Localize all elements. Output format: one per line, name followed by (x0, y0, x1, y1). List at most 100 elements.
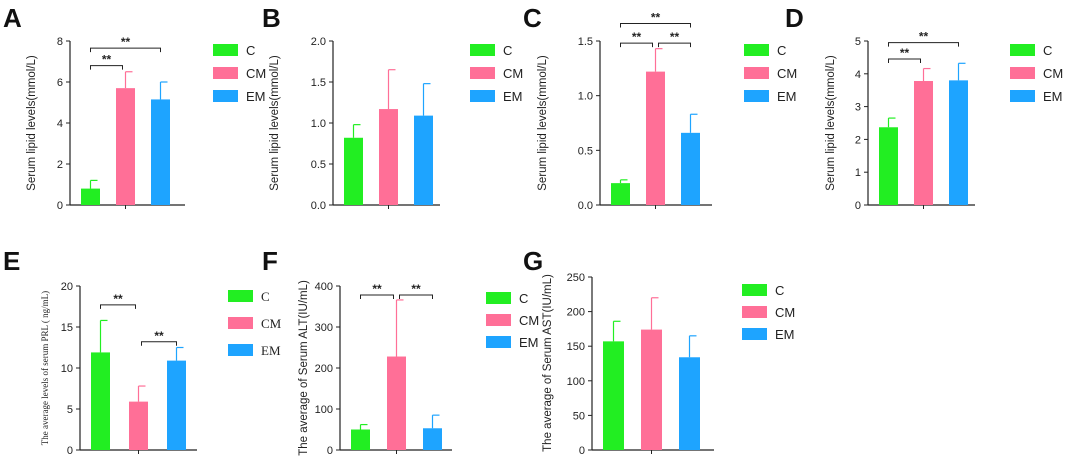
bar-cm (116, 88, 135, 205)
chart-f: F 0 100 200 300 400 The average of Serum ALT(I… (262, 246, 539, 457)
bar-cm (387, 356, 406, 450)
significance-label: ** (632, 30, 642, 44)
y-tick-label: 1.0 (578, 91, 593, 103)
y-tick-label: 300 (315, 322, 333, 334)
legend-label-cm: CM (775, 305, 795, 320)
significance-bracket (620, 23, 691, 28)
chart-b: B 0.0 0.5 1.0 1.5 2.0 Serum lipid levels(mmol/… (262, 3, 523, 212)
legend-swatch-c (486, 292, 511, 304)
y-tick-label: 15 (61, 322, 73, 334)
significance-label: ** (154, 329, 164, 343)
y-tick-label: 0 (57, 200, 63, 212)
bar-em (949, 80, 968, 205)
y-tick-label: 5 (67, 404, 73, 416)
legend-label-em: EM (246, 89, 266, 104)
significance-bracket (888, 58, 921, 64)
legend-swatch-c (213, 44, 238, 56)
legend-label-c: C (519, 291, 528, 306)
legend-swatch-cm (744, 67, 769, 79)
panel-letter-f: F (262, 246, 278, 276)
y-tick-label: 250 (567, 272, 585, 284)
legend-label-c: C (775, 283, 784, 298)
legend-swatch-cm (742, 306, 767, 318)
legend-label-c: C (246, 43, 255, 58)
y-tick-label: 20 (61, 281, 73, 293)
y-tick-label: 2 (855, 134, 861, 146)
significance-label: ** (121, 35, 131, 49)
legend-label-cm: CM (777, 66, 797, 81)
y-tick-label: 0.0 (578, 200, 593, 212)
y-axis-label: Serum lipid levels(mmol/L) (269, 55, 281, 191)
significance-label: ** (900, 46, 910, 60)
legend-label-cm: CM (261, 316, 282, 331)
legend-label-em: EM (261, 343, 281, 358)
significance-label: ** (113, 292, 123, 306)
legend-swatch-cm (213, 67, 238, 79)
bar-cm (914, 81, 933, 205)
y-axis-label: Serum lipid levels(mmol/L) (825, 55, 837, 191)
significance-label: ** (919, 30, 929, 44)
bar-c (611, 183, 630, 205)
bar-c (879, 127, 898, 205)
bar-cm (129, 401, 148, 450)
legend-swatch-cm (1010, 67, 1035, 79)
y-tick-label: 100 (315, 404, 333, 416)
bar-c (351, 429, 370, 450)
y-axis-label: The average of Serum AST(IU/mL) (542, 274, 554, 452)
legend-label-em: EM (519, 335, 539, 350)
legend-swatch-em (744, 90, 769, 102)
y-tick-label: 1 (855, 167, 861, 179)
legend-swatch-em (1010, 90, 1035, 102)
legend-label-cm: CM (519, 313, 539, 328)
legend-swatch-em (213, 90, 238, 102)
legend-label-cm: CM (246, 66, 266, 81)
legend-label-em: EM (777, 89, 797, 104)
panel-letter-a: A (3, 3, 22, 33)
panel-letter-d: D (785, 3, 804, 33)
legend-swatch-c (470, 44, 495, 56)
y-tick-label: 8 (57, 36, 63, 48)
y-tick-label: 0 (327, 445, 333, 457)
y-tick-label: 0.0 (311, 200, 326, 212)
legend-swatch-cm (228, 317, 253, 329)
significance-bracket (100, 304, 136, 309)
legend-label-cm: CM (1043, 66, 1063, 81)
legend-swatch-c (228, 290, 253, 302)
y-tick-label: 1.5 (578, 36, 593, 48)
legend-label-em: EM (503, 89, 523, 104)
legend-label-c: C (261, 289, 270, 304)
bar-c (344, 137, 363, 205)
y-tick-label: 150 (567, 341, 585, 353)
significance-bracket (141, 341, 177, 346)
significance-bracket (90, 65, 123, 70)
legend-swatch-c (1010, 44, 1035, 56)
legend-label-c: C (777, 43, 786, 58)
y-tick-label: 3 (855, 102, 861, 114)
chart-a: A 0 2 4 6 8 Serum lipid levels(mmol/L) ** ** C CM E… (3, 3, 266, 212)
significance-bracket (90, 47, 161, 53)
bar-c (81, 188, 100, 205)
legend-label-c: C (1043, 43, 1052, 58)
legend-label-c: C (503, 43, 512, 58)
bar-em (423, 428, 442, 450)
bar-em (679, 357, 700, 450)
significance-bracket (399, 294, 433, 300)
y-tick-label: 100 (567, 376, 585, 388)
y-tick-label: 0.5 (311, 159, 326, 171)
panel-letter-c: C (523, 3, 542, 33)
significance-bracket (360, 294, 394, 300)
y-tick-label: 0 (579, 445, 585, 457)
bar-cm (379, 109, 398, 205)
panel-letter-e: E (3, 246, 20, 276)
legend-swatch-em (486, 336, 511, 348)
bar-em (681, 132, 700, 205)
bar-em (414, 115, 433, 205)
legend-label-em: EM (775, 327, 795, 342)
y-tick-label: 5 (855, 36, 861, 48)
legend-swatch-c (744, 44, 769, 56)
significance-bracket (620, 42, 653, 48)
significance-label: ** (651, 11, 661, 25)
chart-e: E 0 5 10 15 20 The average levels of serum PRL… (3, 246, 282, 457)
